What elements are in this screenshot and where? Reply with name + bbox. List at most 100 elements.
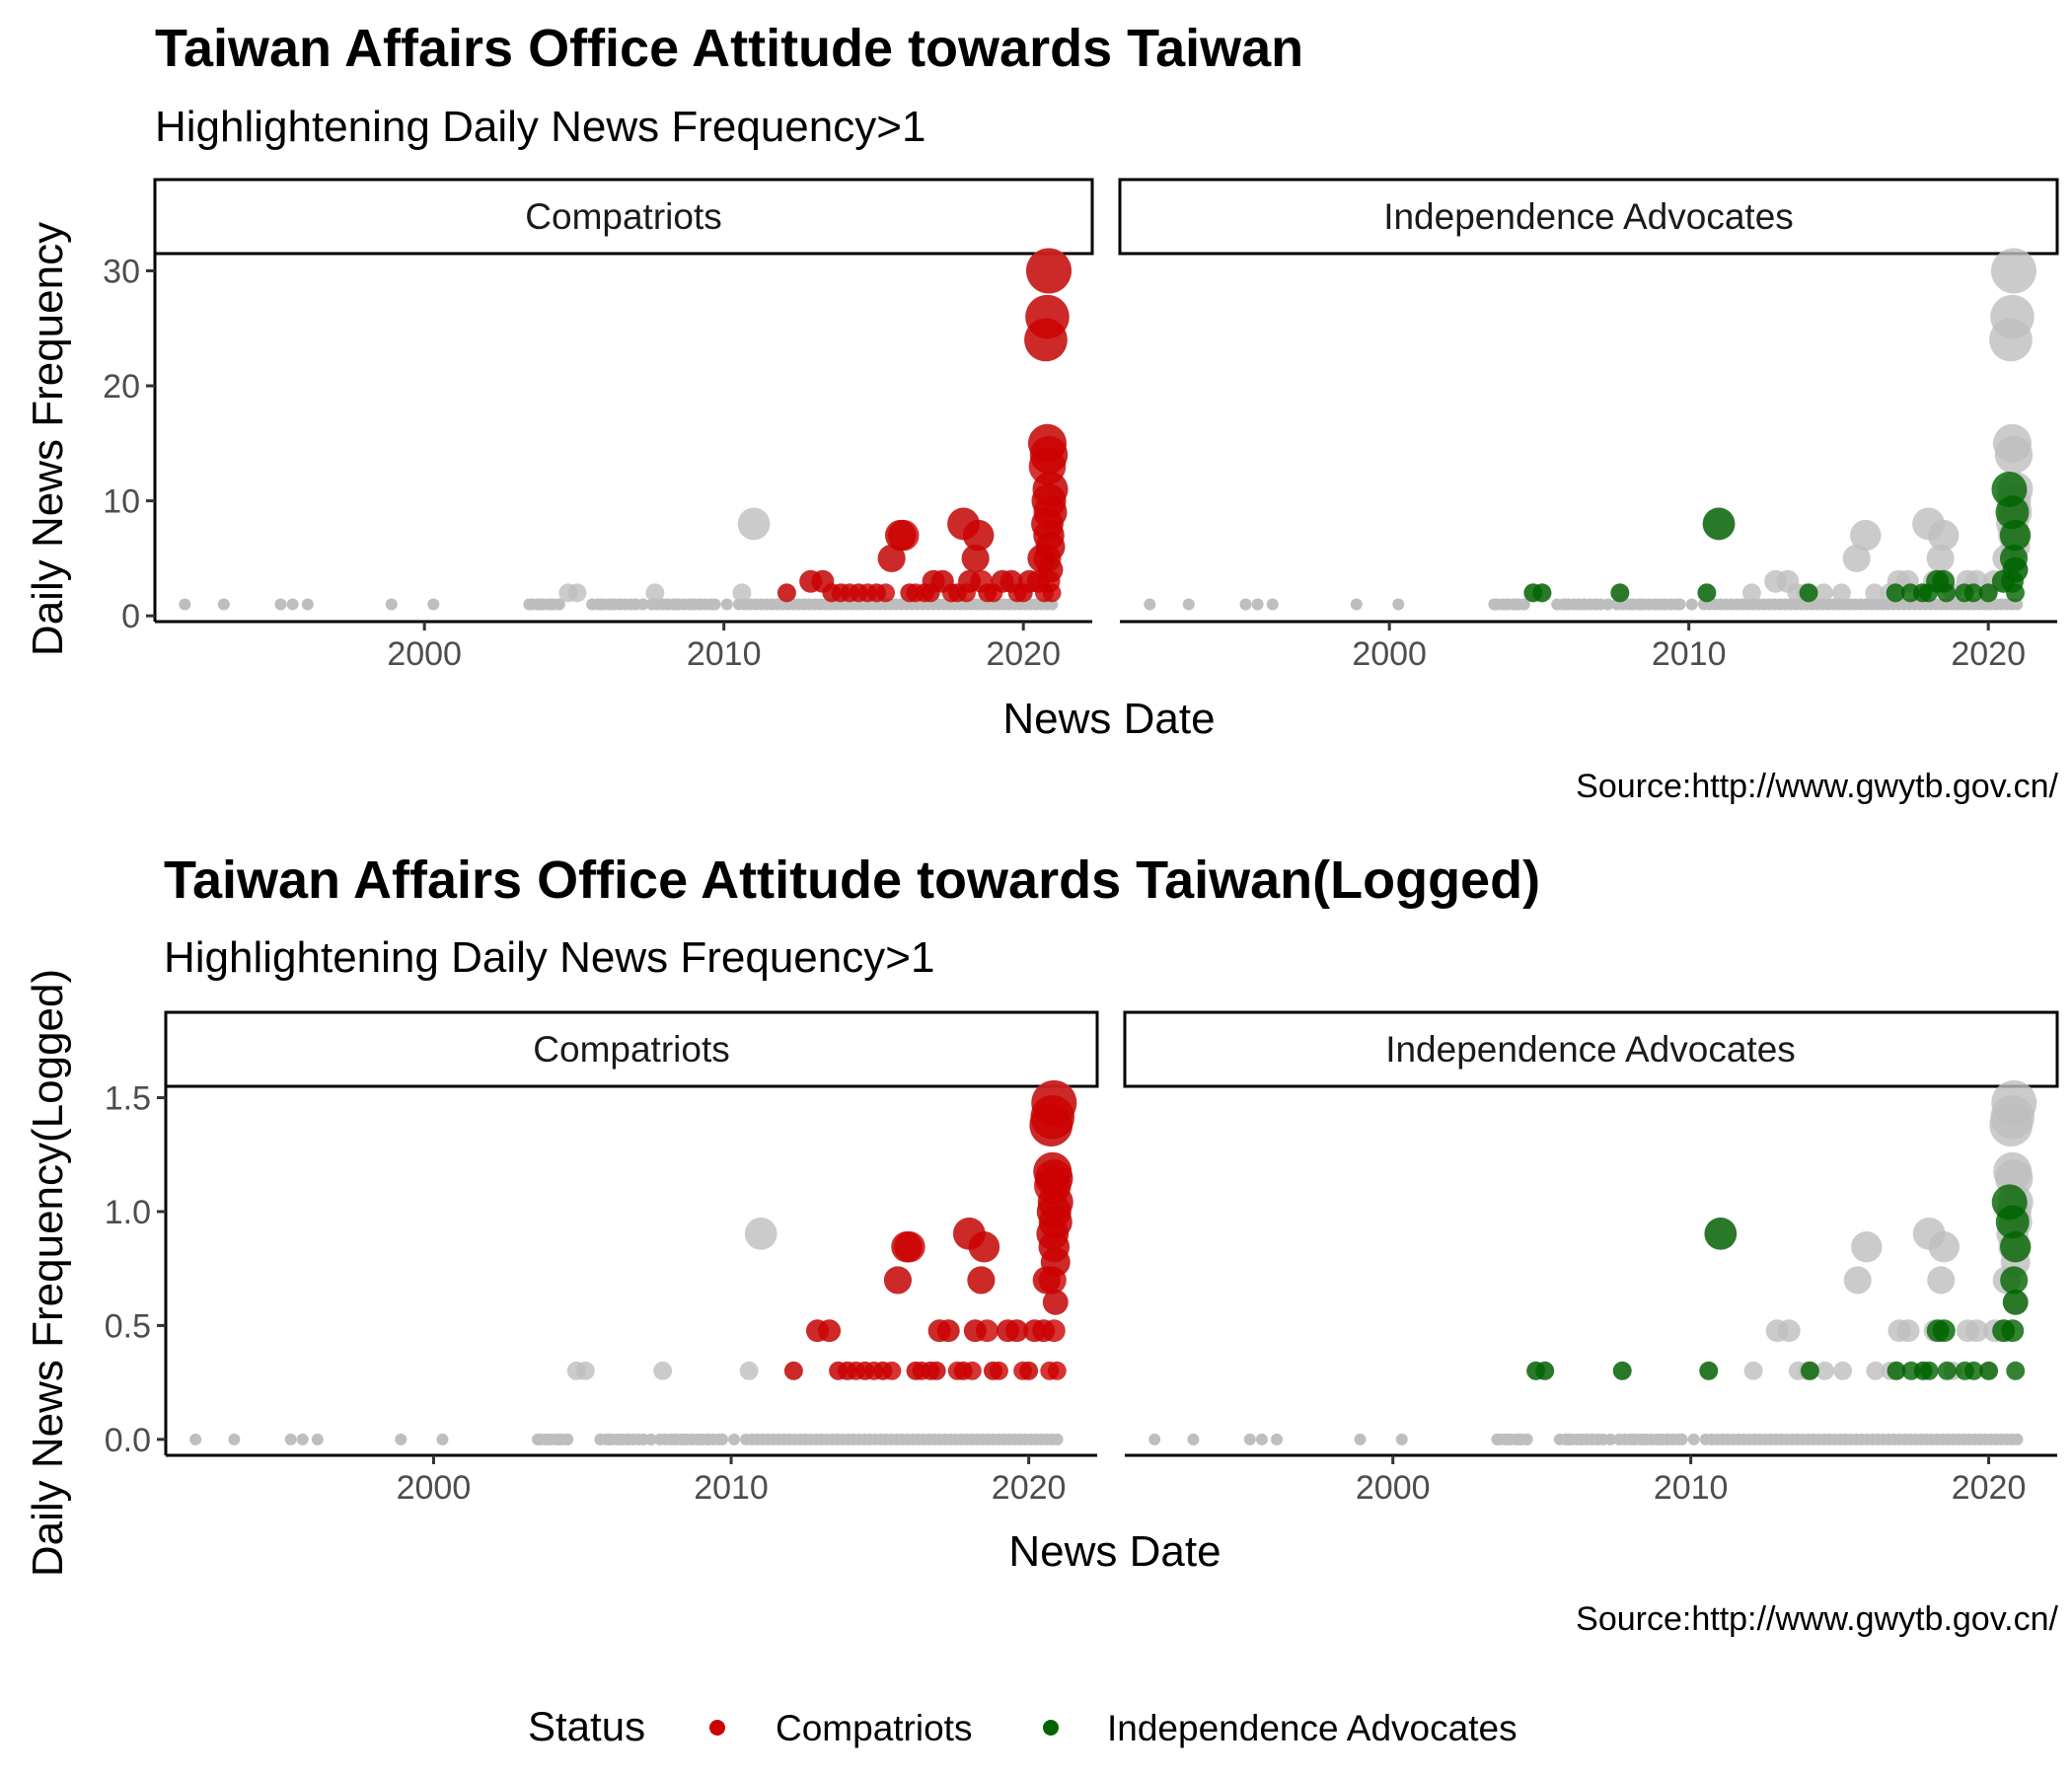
- highlight-point: [1019, 1361, 1039, 1380]
- background-point: [1896, 1319, 1920, 1343]
- background-point: [1813, 583, 1833, 603]
- background-point: [1991, 1079, 2037, 1126]
- highlight-point: [1979, 1361, 1999, 1380]
- background-point: [1833, 1361, 1853, 1380]
- background-point: [228, 1433, 241, 1445]
- background-point: [1596, 1433, 1609, 1445]
- background-point: [561, 1433, 574, 1445]
- highlight-point: [1995, 495, 2030, 530]
- highlight-point: [1025, 294, 1070, 339]
- top-y-axis-title: Daily News Frequency: [24, 222, 72, 656]
- background-point: [311, 1433, 324, 1445]
- background-point: [1777, 1319, 1801, 1343]
- highlight-point: [1995, 1205, 2030, 1239]
- background-point: [301, 598, 314, 611]
- highlight-point: [1937, 1361, 1957, 1380]
- x-tick-label: 2020: [1952, 1469, 2027, 1507]
- legend-title: Status: [528, 1703, 645, 1749]
- background-point: [1851, 1231, 1883, 1263]
- highlight-point: [975, 1319, 999, 1343]
- background-point: [1741, 583, 1761, 603]
- background-point: [1866, 1361, 1886, 1380]
- highlight-point: [1025, 248, 1072, 294]
- highlight-point: [876, 583, 896, 603]
- background-point: [1928, 1231, 1960, 1263]
- background-point: [1927, 1266, 1956, 1295]
- highlight-point: [1610, 583, 1630, 603]
- y-tick-label: 10: [103, 483, 140, 521]
- highlight-point: [2006, 583, 2025, 603]
- highlight-point: [882, 1361, 902, 1380]
- highlight-point: [1697, 583, 1717, 603]
- background-point: [189, 1433, 202, 1445]
- bottom-strip-label-compatriots: Compatriots: [533, 1029, 729, 1070]
- highlight-point: [962, 1361, 982, 1380]
- background-point: [1685, 598, 1698, 611]
- background-point: [728, 1433, 741, 1445]
- background-point: [1255, 1433, 1268, 1445]
- background-point: [1687, 1433, 1700, 1445]
- background-point: [427, 598, 440, 611]
- background-point: [1743, 1361, 1763, 1380]
- background-point: [1594, 598, 1607, 611]
- highlight-point: [1042, 583, 1062, 603]
- background-point: [1243, 1433, 1256, 1445]
- background-point: [629, 598, 642, 611]
- background-point: [1865, 583, 1885, 603]
- highlight-point: [2000, 1231, 2032, 1263]
- highlight-point: [2002, 1289, 2029, 1315]
- highlight-point: [1799, 583, 1818, 603]
- bottom-panel-compatriots-strip: Compatriots: [164, 1010, 1099, 1088]
- background-point: [1843, 1266, 1872, 1295]
- bottom-compatriots-panel: 2000 2010 2020 0.0 0.5 1.0 1.5: [105, 1080, 1097, 1507]
- background-point: [1182, 598, 1195, 611]
- background-point: [179, 598, 191, 611]
- highlight-point: [1999, 519, 2032, 552]
- background-point: [1926, 544, 1955, 572]
- bottom-independence-panel: 2000 2010 2020: [1125, 1079, 2057, 1507]
- y-tick-label: 30: [103, 253, 140, 290]
- background-point: [1994, 435, 2034, 475]
- background-point: [217, 598, 230, 611]
- x-tick-label: 2010: [1652, 635, 1727, 673]
- highlight-point: [962, 519, 995, 552]
- highlight-point: [926, 1361, 946, 1380]
- highlight-point: [990, 1361, 1008, 1380]
- background-point: [286, 598, 299, 611]
- background-point: [1669, 598, 1682, 611]
- top-plot-subtitle: Highlightening Daily News Frequency>1: [155, 103, 925, 151]
- highlight-point: [967, 1266, 996, 1295]
- highlight-point: [883, 1266, 912, 1295]
- background-point: [284, 1433, 297, 1445]
- highlight-point: [961, 544, 990, 572]
- background-point: [704, 598, 717, 611]
- background-point: [1148, 1433, 1161, 1445]
- highlight-point: [1612, 1361, 1632, 1380]
- y-tick-label: 1.5: [105, 1080, 151, 1118]
- highlight-point: [1704, 1217, 1738, 1250]
- highlight-point: [1932, 1319, 1956, 1343]
- background-point: [1051, 1433, 1064, 1445]
- background-point: [1251, 598, 1264, 611]
- background-point: [737, 507, 771, 541]
- background-point: [1239, 598, 1252, 611]
- highlight-point: [783, 1361, 803, 1380]
- x-tick-label: 2000: [1352, 635, 1427, 673]
- legend: Status Compatriots Independence Advocate…: [528, 1703, 1517, 1749]
- background-point: [1842, 544, 1871, 572]
- highlight-point: [1702, 507, 1736, 541]
- background-point: [637, 1433, 650, 1445]
- highlight-point: [1005, 1319, 1029, 1343]
- background-point: [1144, 598, 1156, 611]
- top-panel-compatriots-strip: Compatriots: [153, 178, 1094, 256]
- x-tick-label: 2000: [1356, 1469, 1431, 1507]
- background-point: [575, 1361, 595, 1380]
- highlight-point: [818, 1319, 842, 1343]
- y-tick-label: 0: [121, 598, 140, 635]
- bottom-strip-label-independence: Independence Advocates: [1385, 1029, 1796, 1070]
- top-plot-title: Taiwan Affairs Office Attitude towards T…: [155, 19, 1303, 78]
- background-point: [739, 1361, 759, 1380]
- background-point: [1517, 598, 1530, 611]
- background-point: [296, 1433, 309, 1445]
